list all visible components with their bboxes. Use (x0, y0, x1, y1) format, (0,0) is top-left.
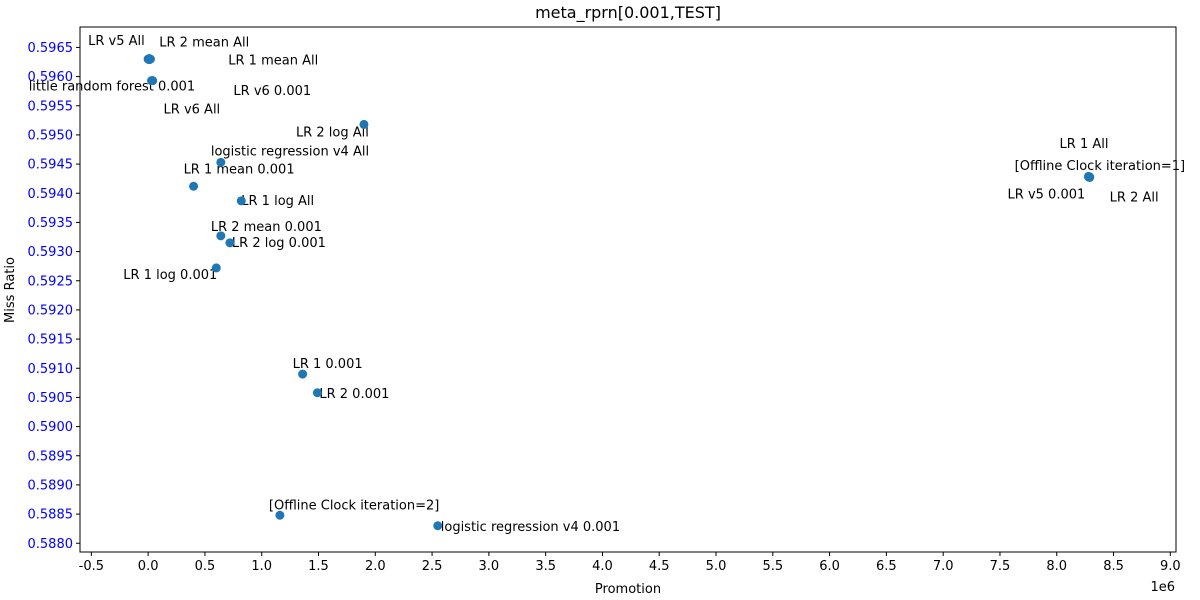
point-label: LR 2 log 0.001 (232, 236, 326, 251)
x-tick-label: 3.5 (535, 559, 556, 574)
y-tick-label: 0.5885 (28, 508, 74, 523)
data-point (147, 76, 157, 86)
x-tick-label: -0.5 (79, 559, 104, 574)
data-point (1085, 173, 1095, 182)
data-point (189, 181, 199, 191)
data-point (359, 119, 369, 129)
data-point (225, 238, 235, 248)
point-label: logistic regression v4 0.001 (441, 520, 620, 535)
y-tick-label: 0.5940 (28, 187, 74, 202)
x-tick-label: 4.0 (592, 559, 613, 574)
data-point (298, 369, 308, 379)
y-tick-label: 0.5925 (28, 274, 74, 289)
x-tick-label: 7.0 (933, 559, 954, 574)
plot-area-frame (79, 26, 1177, 553)
data-point (236, 196, 246, 206)
point-label: logistic regression v4 All (211, 144, 369, 159)
point-label: LR 1 mean 0.001 (184, 162, 295, 177)
point-label: LR 1 0.001 (293, 357, 363, 372)
y-axis-label: Miss Ratio (3, 257, 18, 323)
x-tick-label: 6.5 (876, 559, 897, 574)
point-label: LR 2 mean 0.001 (211, 220, 322, 235)
point-label: LR 1 mean All (228, 54, 318, 69)
point-label: [Offline Clock iteration=2] (269, 498, 439, 513)
point-label: LR 2 mean All (159, 36, 249, 51)
x-tick-label: 0.5 (195, 559, 216, 574)
point-labels-layer: LR v5 All LR 2 mean All LR 1 mean All littl… (29, 34, 1185, 535)
data-point (216, 157, 226, 167)
point-label: LR 1 log 0.001 (123, 268, 217, 283)
y-tick-label: 0.5915 (28, 333, 74, 348)
ticks-layer: -0.5 0.0 0.5 1.0 1.5 2.0 2.5 3.0 3.5 4.0 4.5 5.0 5.5… (28, 41, 1181, 574)
point-label: LR 2 0.001 (319, 387, 389, 402)
x-tick-label: 1.0 (251, 559, 272, 574)
point-label: little random forest 0.001 (29, 80, 196, 95)
x-axis-label: Promotion (595, 582, 661, 597)
x-tick-label: 6.0 (819, 559, 840, 574)
point-label: [Offline Clock iteration=1] (1015, 159, 1185, 174)
y-tick-label: 0.5965 (28, 41, 74, 56)
y-tick-label: 0.5950 (28, 128, 74, 143)
data-point (211, 263, 221, 273)
x-tick-label: 8.0 (1046, 559, 1067, 574)
y-tick-label: 0.5905 (28, 391, 74, 406)
x-tick-label: 2.5 (422, 559, 443, 574)
data-point (216, 231, 226, 241)
point-label: LR v6 0.001 (233, 84, 311, 99)
y-tick-label: 0.5900 (28, 420, 74, 435)
point-label: LR v6 All (164, 103, 221, 118)
x-axis-offset-label: 1e6 (1150, 580, 1175, 595)
chart-title: meta_rprn[0.001,TEST] (535, 3, 721, 23)
x-tick-label: 5.5 (762, 559, 783, 574)
data-point (433, 521, 443, 531)
point-label: LR 1 log All (241, 194, 314, 209)
x-tick-label: 2.0 (365, 559, 386, 574)
data-point (145, 54, 155, 64)
y-tick-label: 0.5930 (28, 245, 74, 260)
data-point (312, 388, 322, 398)
point-label: LR v5 0.001 (1008, 187, 1086, 202)
y-tick-label: 0.5955 (28, 99, 74, 114)
y-tick-label: 0.5920 (28, 303, 74, 318)
point-label: LR 1 All (1060, 137, 1109, 152)
y-tick-label: 0.5935 (28, 216, 74, 231)
point-label: LR 2 All (1110, 191, 1159, 206)
y-tick-label: 0.5960 (28, 70, 74, 85)
y-tick-label: 0.5945 (28, 158, 74, 173)
x-tick-label: 5.0 (706, 559, 727, 574)
y-tick-label: 0.5910 (28, 362, 74, 377)
x-tick-label: 0.0 (138, 559, 159, 574)
y-tick-label: 0.5890 (28, 478, 74, 493)
x-tick-label: 9.0 (1160, 559, 1181, 574)
point-label: LR v5 All (88, 34, 145, 49)
data-point (275, 510, 285, 520)
points-layer (143, 54, 1095, 531)
point-label: LR 2 log All (296, 125, 369, 140)
x-tick-label: 1.5 (308, 559, 329, 574)
x-tick-label: 7.5 (990, 559, 1011, 574)
y-tick-label: 0.5895 (28, 449, 74, 464)
x-tick-label: 4.5 (649, 559, 670, 574)
x-tick-label: 3.0 (479, 559, 500, 574)
x-tick-label: 8.5 (1103, 559, 1124, 574)
y-tick-label: 0.5880 (28, 537, 74, 552)
